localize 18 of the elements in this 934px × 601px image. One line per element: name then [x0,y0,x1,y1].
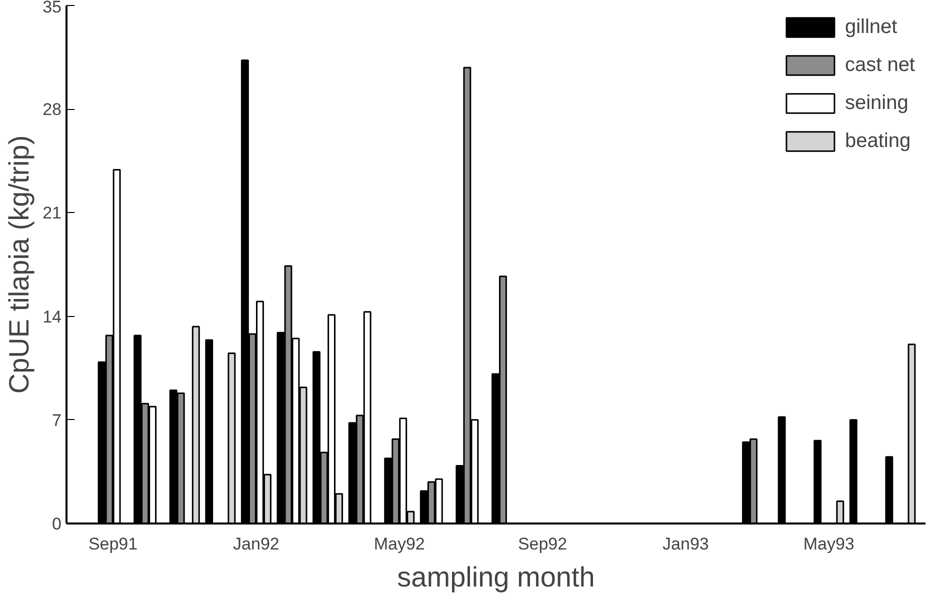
legend-label: cast net [844,54,915,76]
y-tick-label: 28 [42,100,62,120]
legend-label: beating [844,130,911,152]
x-tick-label: May93 [803,534,854,554]
y-tick-label: 35 [42,0,62,16]
x-tick-label: May92 [374,534,425,554]
legend-label: gillnet [844,16,898,38]
y-tick-label: 7 [52,410,62,430]
y-tick-label: 0 [52,514,62,534]
legend-label: seining [844,92,908,114]
x-tick-label: Sep91 [88,534,138,554]
x-tick-label: Sep92 [518,534,568,554]
x-tick-label: Jan93 [662,534,709,554]
x-tick-label: Jan92 [233,534,280,554]
y-tick-label: 21 [42,204,62,223]
y-tick-label: 14 [42,307,62,326]
x-axis-title: sampling month [397,562,595,592]
y-axis-title: CpUE tilapia (kg/trip) [4,135,35,394]
